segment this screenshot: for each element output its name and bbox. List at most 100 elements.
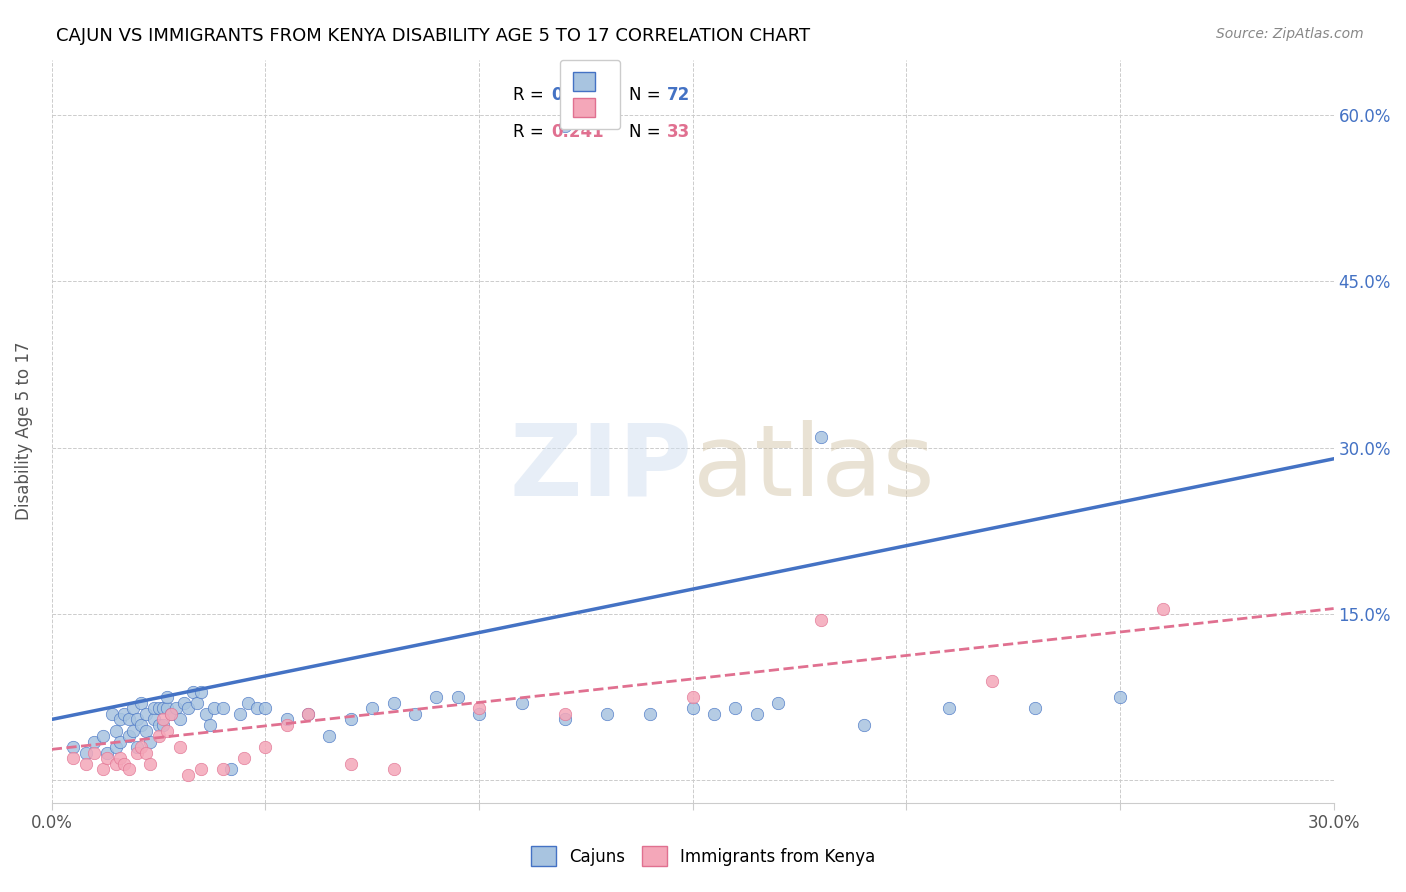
- Point: [108, 734, 131, 748]
- Point: [810, 430, 832, 444]
- Point: [682, 690, 704, 705]
- Point: [233, 751, 256, 765]
- Point: [122, 701, 145, 715]
- Point: [194, 706, 217, 721]
- Point: [340, 713, 363, 727]
- Point: [91, 762, 114, 776]
- Y-axis label: Disability Age 5 to 17: Disability Age 5 to 17: [15, 342, 32, 520]
- Point: [96, 751, 118, 765]
- Text: 33: 33: [666, 123, 690, 141]
- Point: [169, 740, 191, 755]
- Point: [254, 740, 277, 755]
- Point: [404, 706, 426, 721]
- Text: atlas: atlas: [693, 420, 935, 516]
- Point: [75, 746, 97, 760]
- Legend: Cajuns, Immigrants from Kenya: Cajuns, Immigrants from Kenya: [523, 838, 883, 875]
- Point: [238, 696, 260, 710]
- Text: R =: R =: [513, 86, 544, 103]
- Point: [219, 762, 242, 776]
- Point: [186, 696, 208, 710]
- Point: [127, 746, 149, 760]
- Point: [152, 713, 174, 727]
- Point: [382, 762, 405, 776]
- Text: N =: N =: [628, 86, 661, 103]
- Point: [104, 723, 127, 738]
- Point: [62, 740, 84, 755]
- Point: [131, 718, 153, 732]
- Point: [62, 751, 84, 765]
- Point: [143, 701, 166, 715]
- Point: [100, 706, 122, 721]
- Point: [1024, 701, 1046, 715]
- Point: [553, 713, 575, 727]
- Point: [745, 706, 768, 721]
- Point: [104, 740, 127, 755]
- Point: [139, 756, 162, 771]
- Point: [361, 701, 384, 715]
- Point: [75, 756, 97, 771]
- Point: [104, 756, 127, 771]
- Point: [181, 684, 204, 698]
- Point: [131, 696, 153, 710]
- Point: [177, 701, 200, 715]
- Text: R =: R =: [513, 123, 544, 141]
- Text: 0.428: 0.428: [551, 86, 605, 103]
- Point: [156, 690, 179, 705]
- Point: [118, 713, 141, 727]
- Point: [553, 119, 575, 133]
- Point: [169, 713, 191, 727]
- Point: [135, 746, 157, 760]
- Point: [148, 701, 170, 715]
- Point: [852, 718, 875, 732]
- Point: [173, 696, 195, 710]
- Point: [202, 701, 225, 715]
- Point: [190, 762, 212, 776]
- Point: [254, 701, 277, 715]
- Point: [139, 734, 162, 748]
- Text: N =: N =: [628, 123, 661, 141]
- Point: [638, 706, 661, 721]
- Point: [468, 706, 491, 721]
- Point: [160, 706, 183, 721]
- Text: 0.241: 0.241: [551, 123, 605, 141]
- Point: [156, 723, 179, 738]
- Point: [1152, 601, 1174, 615]
- Point: [510, 696, 533, 710]
- Point: [83, 746, 105, 760]
- Point: [160, 706, 183, 721]
- Point: [165, 701, 187, 715]
- Point: [980, 673, 1002, 688]
- Point: [112, 756, 135, 771]
- Point: [127, 740, 149, 755]
- Point: [127, 713, 149, 727]
- Text: ZIP: ZIP: [510, 420, 693, 516]
- Point: [96, 746, 118, 760]
- Point: [148, 729, 170, 743]
- Point: [425, 690, 447, 705]
- Point: [382, 696, 405, 710]
- Point: [596, 706, 619, 721]
- Point: [276, 718, 298, 732]
- Point: [190, 684, 212, 698]
- Point: [108, 751, 131, 765]
- Point: [297, 706, 319, 721]
- Point: [122, 723, 145, 738]
- Text: Source: ZipAtlas.com: Source: ZipAtlas.com: [1216, 27, 1364, 41]
- Point: [211, 701, 233, 715]
- Point: [108, 713, 131, 727]
- Point: [112, 706, 135, 721]
- Point: [211, 762, 233, 776]
- Point: [724, 701, 747, 715]
- Point: [148, 718, 170, 732]
- Point: [318, 729, 340, 743]
- Point: [83, 734, 105, 748]
- Point: [143, 713, 166, 727]
- Point: [297, 706, 319, 721]
- Point: [91, 729, 114, 743]
- Point: [152, 718, 174, 732]
- Point: [340, 756, 363, 771]
- Text: 72: 72: [666, 86, 690, 103]
- Text: CAJUN VS IMMIGRANTS FROM KENYA DISABILITY AGE 5 TO 17 CORRELATION CHART: CAJUN VS IMMIGRANTS FROM KENYA DISABILIT…: [56, 27, 810, 45]
- Point: [276, 713, 298, 727]
- Point: [131, 740, 153, 755]
